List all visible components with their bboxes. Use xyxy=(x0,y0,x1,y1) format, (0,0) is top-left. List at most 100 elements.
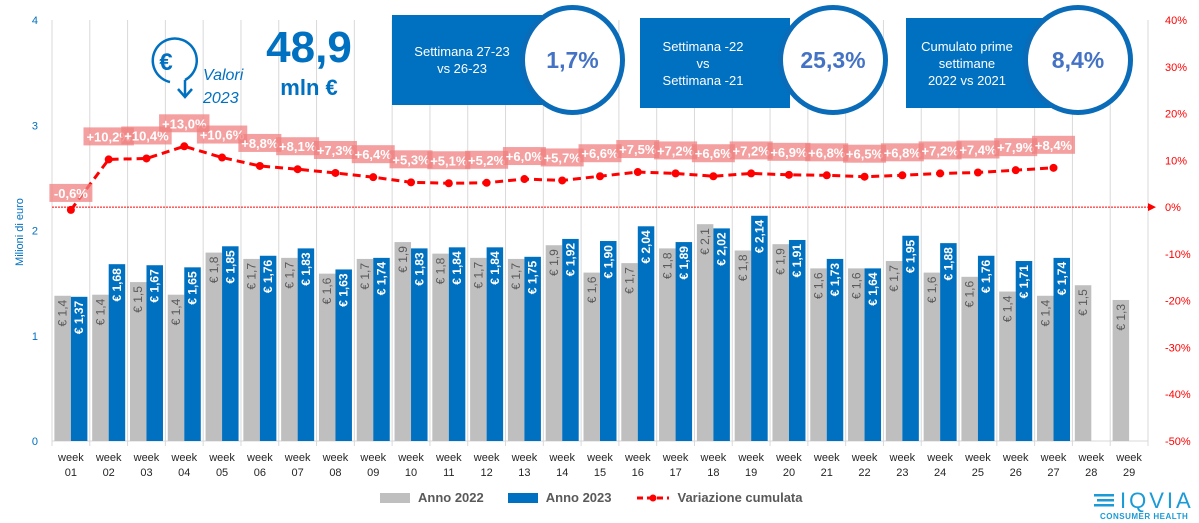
kpi-label-week: Settimana 27-23 vs 26-23 xyxy=(392,15,542,105)
variation-label: +6,8% xyxy=(808,145,846,160)
variation-label-bg xyxy=(805,143,849,162)
bar-2023-label: € 1,83 xyxy=(412,252,426,286)
variation-point xyxy=(142,154,151,163)
variation-label-bg xyxy=(465,150,509,169)
bar-2022 xyxy=(621,263,638,441)
variation-label: +6,4% xyxy=(355,147,393,162)
bar-2022-label: € 1,8 xyxy=(434,257,448,284)
bar-2022 xyxy=(734,250,752,441)
variation-point xyxy=(784,170,793,179)
bar-2023 xyxy=(637,226,655,441)
variation-label-bg xyxy=(616,140,660,159)
bar-2023 xyxy=(977,255,995,441)
bar-2022 xyxy=(961,276,978,441)
x-axis: week 01 week 02 week 03 week 04 week 05 week 06 week… xyxy=(57,452,1142,479)
y2-tick-label: 40% xyxy=(1165,15,1187,27)
bar-2023-label: € 1,68 xyxy=(110,268,124,302)
legend-label-variation: Variazione cumulata xyxy=(677,490,803,505)
variation-point xyxy=(822,171,831,180)
bar-2022 xyxy=(772,244,789,441)
variation-label: +7,9% xyxy=(997,140,1035,155)
bar-2023-label: € 1,91 xyxy=(790,244,804,278)
bar-2023 xyxy=(373,257,390,441)
bar-2022 xyxy=(696,224,714,441)
logo-name: IQVIA xyxy=(1120,488,1194,513)
variation-label: +8,8% xyxy=(241,136,279,151)
bar-2023-label: € 1,76 xyxy=(979,259,993,293)
variation-label: +6,5% xyxy=(846,147,884,162)
bar-2023 xyxy=(675,242,693,441)
x-tick-label: week 12 xyxy=(473,452,500,479)
variation-label: +10,6% xyxy=(200,128,245,143)
variation-label: +8,4% xyxy=(1035,138,1073,153)
bar-2023 xyxy=(1015,261,1033,441)
bar-2022 xyxy=(205,252,223,441)
bar-2023-label: € 1,71 xyxy=(1017,265,1031,299)
variation-point xyxy=(936,169,945,178)
bar-2022 xyxy=(507,258,525,441)
bar-2023 xyxy=(184,267,201,441)
bar-2023 xyxy=(864,268,882,441)
variation-point xyxy=(520,175,529,184)
x-tick-label: week 10 xyxy=(397,452,424,479)
legend-item-2022: Anno 2022 xyxy=(380,490,484,505)
bar-2023 xyxy=(902,235,919,441)
bar-2022 xyxy=(1074,285,1092,441)
variation-point xyxy=(709,172,718,181)
x-tick-label: week 08 xyxy=(322,452,349,479)
bar-2023-label: € 1,95 xyxy=(904,239,918,273)
variation-point xyxy=(558,176,567,185)
bar-2022-label: € 1,8 xyxy=(660,252,674,279)
bars xyxy=(54,215,1130,441)
bar-2022-label: € 1,9 xyxy=(774,248,788,275)
legend-label-2023: Anno 2023 xyxy=(545,490,612,505)
bar-2023-label: € 1,65 xyxy=(186,271,200,305)
variation-label-bg xyxy=(313,140,357,159)
x-tick-label: week 29 xyxy=(1115,452,1142,479)
variation-label-bg xyxy=(880,143,924,162)
bar-2022-label: € 1,6 xyxy=(320,277,334,304)
bar-2023-label: € 1,73 xyxy=(828,263,842,297)
variation-label: +6,9% xyxy=(770,145,808,160)
x-tick-label: week 23 xyxy=(889,452,916,479)
x-tick-label: week 02 xyxy=(95,452,122,479)
bar-2023-label: € 2,14 xyxy=(752,219,766,253)
x-tick-label: week 25 xyxy=(964,452,991,479)
bar-2023 xyxy=(70,296,88,441)
variation-point xyxy=(671,169,680,178)
bar-2023-label: € 1,83 xyxy=(299,252,313,286)
x-tick-label: week 06 xyxy=(246,452,273,479)
variation-label-bg xyxy=(276,137,320,156)
variation-label: +6,0% xyxy=(506,149,544,164)
kpi-value-week: 1,7% xyxy=(520,5,625,115)
bar-2022-label: € 2,1 xyxy=(698,228,712,255)
bar-2023-label: € 1,63 xyxy=(337,273,351,307)
variation-label-bg xyxy=(427,151,471,170)
bar-2022 xyxy=(54,295,71,441)
total-unit: mln € xyxy=(280,75,337,100)
variation-label-bg xyxy=(502,147,546,166)
variation-point xyxy=(66,205,75,214)
variation-label-bg xyxy=(1032,135,1076,154)
y2-tick-label: -40% xyxy=(1165,389,1191,401)
variation-label: +7,2% xyxy=(657,143,695,158)
variation-point xyxy=(596,172,604,181)
x-tick-label: week 28 xyxy=(1077,452,1104,479)
bar-2022 xyxy=(999,291,1016,441)
variation-label: +6,6% xyxy=(581,146,619,161)
bar-2022-label: € 1,4 xyxy=(169,298,183,325)
bar-2023 xyxy=(713,228,730,441)
bar-2022-label: € 1,7 xyxy=(887,265,901,292)
variation-label: +7,2% xyxy=(733,143,771,158)
bar-2023 xyxy=(751,215,768,441)
kpi-value-year: 25,3% xyxy=(778,5,888,115)
variation-label-bg xyxy=(238,133,282,152)
y2-tick-label: -20% xyxy=(1165,296,1191,308)
bar-2022 xyxy=(281,257,298,441)
x-tick-label: week 11 xyxy=(435,452,462,479)
variation-label: +5,3% xyxy=(392,152,430,167)
x-tick-label: week 13 xyxy=(511,452,538,479)
bar-2023 xyxy=(259,255,277,441)
bar-2022 xyxy=(129,282,147,441)
bar-2022-label: € 1,4 xyxy=(93,298,107,325)
